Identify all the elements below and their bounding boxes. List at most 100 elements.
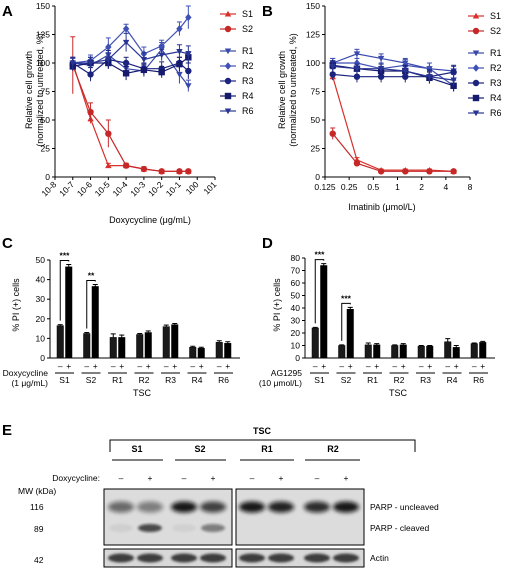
d-sign-R6-0: – [472,361,477,371]
a-y-tick-label-0: 0 [45,172,50,182]
e-band-actin-lane-6 [304,553,330,563]
d-sig-bracket-S2 [341,302,351,341]
b-point-R3-5 [450,68,457,76]
d-y-axis-label: % PI (+) cells [272,278,282,332]
b-y-tick-label-1: 25 [311,144,321,154]
b-point-R6-1 [353,66,361,72]
b-legend-marker-R1 [472,50,480,57]
d-sign-R2-1: + [401,361,406,371]
d-sig-bracket-S1 [314,259,325,324]
c-sign-S1-1: + [66,361,71,371]
a-point-R2-6 [176,25,183,33]
a-y-tick-label-1: 25 [41,144,51,154]
c-y-axis-label: % PI (+) cells [11,278,21,332]
b-x-tick-label-5: 4 [443,182,448,192]
b-y-axis-label-line1: Relative cell growth [277,51,287,129]
a-legend-marker-S1 [224,10,232,17]
b-x-tick-label-4: 2 [419,182,424,192]
e-mw-label: MW (kDa) [18,486,56,496]
d-y-tick-label-5: 50 [291,291,301,301]
b-y-axis-label-line2: (normalized to untreated, %) [288,33,298,147]
e-band-parp-cleaved-lane-1 [138,524,162,532]
a-point-R3-1 [87,71,94,78]
a-point-S2-1 [87,108,94,116]
e-mw-116: 116 [30,502,44,512]
c-group-S1: – + S1 [55,264,74,385]
c-sign-R2-0: – [137,361,142,371]
c-category-label-S2: S2 [86,375,97,385]
a-point-R6-7 [185,51,192,58]
d-y-tick-label-0: 0 [295,353,300,363]
a-plot-area: 0 25 50 75 100 125 150 10-810-710-610-510-410-3… [36,1,254,198]
c-bar-S2-plus [91,286,99,359]
e-band-actin-lane-7 [333,553,359,563]
b-x-tick-label-2: 0.5 [367,182,379,192]
e-group-s2: S2 [194,444,205,454]
e-mw-89: 89 [34,524,44,534]
c-bar-R2-minus [136,334,144,359]
b-series-S2 [329,127,457,175]
d-sign-R6-1: + [480,361,485,371]
c-sign-R6-0: – [217,361,222,371]
b-y-tick-label-6: 150 [306,1,320,11]
a-legend-marker-R1 [224,48,232,55]
a-legend-label-R1: R1 [242,46,254,56]
a-point-R4-6 [176,60,183,68]
c-group-S2: – + S2 [81,284,101,385]
b-point-S2-3 [402,168,409,175]
b-point-R3-2 [377,73,385,80]
b-line-R6 [332,65,454,81]
e-band-label-parp-uncleaved: PARP - uncleaved [370,502,439,512]
b-legend-label-R4: R4 [490,93,502,103]
a-point-R6-5 [158,52,165,59]
c-category-label-R1: R1 [112,375,123,385]
c-group-R3: – + R3 [161,323,180,385]
c-sign-R6-1: + [225,361,230,371]
e-band-actin-lane-3 [200,553,226,563]
b-legend-label-S1: S1 [490,11,501,21]
a-x-tick-label-8: 100 [184,179,201,196]
panel-e-label: E [2,422,12,439]
a-legend-marker-R3 [224,77,232,85]
e-blot-actin-left [103,548,233,568]
a-point-S2-4 [140,165,148,173]
e-lane-sign-6: – [315,473,320,483]
d-y-tick-label-6: 60 [291,278,301,288]
d-y-tick-label-2: 20 [291,328,301,338]
e-header-label: TSC [253,426,272,436]
d-sign-S1-1: + [321,361,326,371]
a-line-R2 [72,17,189,64]
a-legend-label-R3: R3 [242,76,254,86]
d-bar-R2-plus [399,344,407,359]
c-sign-S2-0: – [84,361,89,371]
b-point-R3-0 [329,71,336,78]
a-y-tick-label-2: 50 [41,115,51,125]
c-y-tick-label-5: 50 [36,255,46,265]
c-y-tick-label-2: 20 [36,314,46,324]
a-point-R6-1 [87,60,94,67]
a-point-R6-6 [176,49,183,55]
panel-d-label: D [262,235,273,252]
a-y-tick-label-6: 150 [36,1,50,11]
d-sign-R4-1: + [454,361,459,371]
a-legend-marker-R6 [224,108,232,115]
a-legend-marker-R2 [224,62,232,70]
c-bar-R1-minus [109,337,117,359]
b-legend-label-R3: R3 [490,78,502,88]
e-band-actin-lane-0 [108,553,134,563]
c-bar-R3-minus [162,326,170,359]
d-sign-R3-0: – [419,361,424,371]
c-treatment-label-line1: Doxycycline [3,368,49,378]
a-x-tick-label-9: 101 [201,179,218,196]
b-legend-marker-R6 [472,110,480,117]
c-bar-S1-minus [56,325,64,359]
e-treatment-label: Doxycycline: [52,473,100,483]
c-sig-label-S1: *** [60,251,71,261]
a-x-tick-label-2: 10-6 [75,179,94,198]
a-point-R2-7 [185,13,192,22]
e-band-parp-cleaved-lane-3 [201,524,225,532]
d-bar-R6-minus [470,343,478,359]
b-y-tick-label-0: 0 [315,172,320,182]
a-point-S1-2 [105,162,112,169]
